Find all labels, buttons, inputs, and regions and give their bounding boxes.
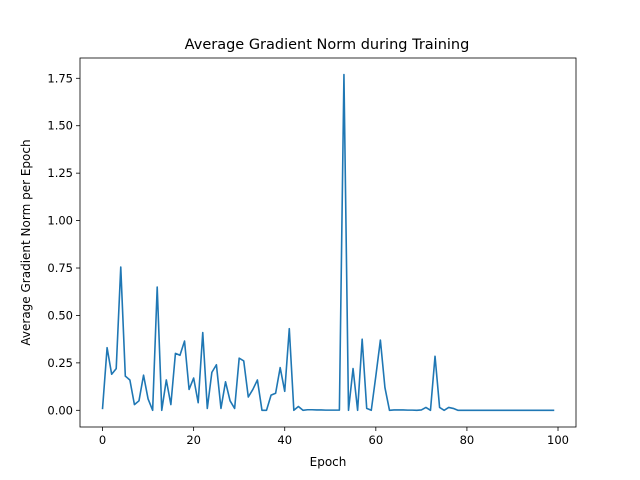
x-tick-label: 80 [460,433,475,447]
y-tick-label: 0.25 [47,356,73,370]
x-tick-label: 20 [186,433,201,447]
y-tick-label: 1.75 [47,71,73,85]
x-axis-ticks: 0 20 40 60 80 100 [99,427,569,447]
y-tick-label: 1.00 [47,214,73,228]
plot-area [79,57,577,428]
x-tick-label: 40 [277,433,292,447]
chart-title: Average Gradient Norm during Training [185,37,470,53]
series-layer [101,73,555,412]
y-tick-label: 0.50 [47,308,73,322]
x-tick-label: 100 [547,433,569,447]
y-axis-label: Average Gradient Norm per Epoch [19,139,33,345]
x-axis-label: Epoch [310,455,347,469]
y-tick-label: 0.75 [47,261,73,275]
y-tick-label: 1.50 [47,119,73,133]
x-tick-label: 60 [369,433,384,447]
x-tick-label: 0 [99,433,106,447]
y-tick-label: 0.00 [47,403,73,417]
y-tick-label: 1.25 [47,166,73,180]
series-line-0 [101,73,555,412]
y-axis-ticks: 0.00 0.25 0.50 0.75 1.00 1.25 1.50 1.75 [47,71,80,417]
plot-frame [79,57,577,428]
